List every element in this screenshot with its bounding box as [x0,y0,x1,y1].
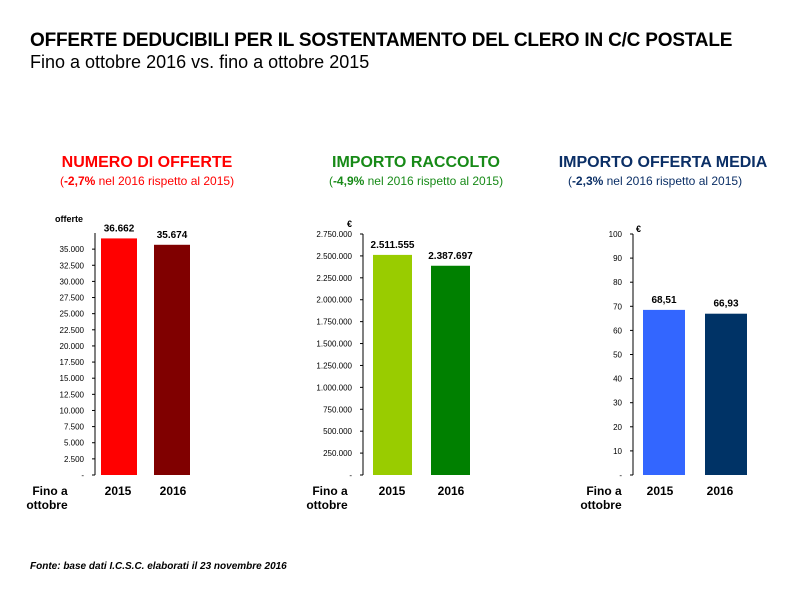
y-tick-label: 2.500 [64,455,85,464]
y-tick-label: 100 [609,230,623,239]
bar-2015 [643,309,685,475]
y-tick-label: 70 [613,302,622,311]
y-tick-label: 27.500 [60,294,85,303]
y-tick-label: 2.500.000 [316,252,352,261]
x-tick-label: 2015 [105,484,132,498]
panel-subtitle-numero: (-2,7% nel 2016 rispetto al 2015) [17,174,277,188]
y-tick-label: 1.500.000 [316,340,352,349]
y-tick-label: 2.250.000 [316,274,352,283]
bar-2016 [431,265,470,475]
x-tick-label: 2016 [707,484,734,498]
bar-2016 [154,244,190,475]
page-subtitle: Fino a ottobre 2016 vs. fino a ottobre 2… [30,52,370,72]
data-label: 2.387.697 [428,251,473,262]
data-label: 2.511.555 [371,240,415,251]
x-tick-label: 2016 [438,484,465,498]
x-axis-label-line2: ottobre [306,498,348,512]
x-tick-label: 2015 [647,484,674,498]
y-tick-label: 2.750.000 [316,230,352,239]
y-tick-label: 750.000 [323,405,352,414]
change-text: nel 2016 rispetto al 2015) [95,174,235,188]
y-tick-label: 32.500 [60,261,85,270]
bar-2016 [705,313,747,475]
x-axis-label-line2: ottobre [26,498,68,512]
y-tick-label: 90 [613,254,622,263]
y-tick-label: 40 [613,375,622,384]
y-tick-label: 2.000.000 [316,296,352,305]
y-tick-label: 1.750.000 [316,318,352,327]
y-tick-label: 10.000 [60,406,85,415]
y-tick-label: - [619,471,622,480]
change-value: -2,7% [63,174,96,188]
change-value: -2,3% [571,174,604,188]
y-tick-label: 12.500 [60,390,85,399]
paren: ( [328,174,333,188]
panel-title-importo: IMPORTO RACCOLTO [332,154,500,171]
panel-subtitle-media: (-2,3% nel 2016 rispetto al 2015) [525,174,785,188]
panel-title-media: IMPORTO OFFERTA MEDIA [558,154,768,171]
data-label: 35.674 [157,230,188,241]
panel-title-numero: NUMERO DI OFFERTE [61,154,233,171]
change-text: nel 2016 rispetto al 2015) [364,174,504,188]
y-tick-label: 7.500 [64,423,85,432]
paren: ( [59,174,64,188]
y-tick-label: 5.000 [64,439,85,448]
y-tick-label: 1.250.000 [316,361,352,370]
y-tick-label: 80 [613,278,622,287]
y-tick-label: - [81,471,84,480]
y-tick-label: 35.000 [60,245,85,254]
bar-2015 [101,238,137,475]
y-tick-label: 30.000 [60,277,85,286]
y-axis-label: € [636,224,641,234]
y-tick-label: 500.000 [323,427,352,436]
y-tick-label: 20.000 [60,342,85,351]
y-tick-label: 22.500 [60,326,85,335]
y-tick-label: 60 [613,326,622,335]
y-tick-label: 1.000.000 [316,383,352,392]
y-tick-label: 50 [613,351,622,360]
y-tick-label: 20 [613,423,622,432]
x-tick-label: 2016 [160,484,187,498]
data-label: 36.662 [104,223,135,234]
y-tick-label: - [349,471,352,480]
data-label: 68,51 [651,295,676,306]
x-axis-label-line1: Fino a [32,484,68,498]
bar-2015 [373,254,412,475]
y-tick-label: 30 [613,399,622,408]
x-axis-label-line2: ottobre [580,498,622,512]
x-axis-label-line1: Fino a [586,484,622,498]
change-value: -4,9% [332,174,365,188]
y-tick-label: 17.500 [60,358,85,367]
data-label: 66,93 [713,299,738,310]
source-note: Fonte: base dati I.C.S.C. elaborati il 2… [30,561,287,572]
page-title: OFFERTE DEDUCIBILI PER IL SOSTENTAMENTO … [30,30,733,51]
change-text: nel 2016 rispetto al 2015) [603,174,743,188]
y-tick-label: 15.000 [60,374,85,383]
paren: ( [567,174,572,188]
x-axis-label-line1: Fino a [312,484,348,498]
y-tick-label: 10 [613,447,622,456]
y-axis-label: € [347,219,352,229]
x-tick-label: 2015 [379,484,406,498]
y-axis-label: offerte [55,214,83,224]
y-tick-label: 250.000 [323,449,352,458]
y-tick-label: 25.000 [60,310,85,319]
panel-subtitle-importo: (-4,9% nel 2016 rispetto al 2015) [286,174,546,188]
